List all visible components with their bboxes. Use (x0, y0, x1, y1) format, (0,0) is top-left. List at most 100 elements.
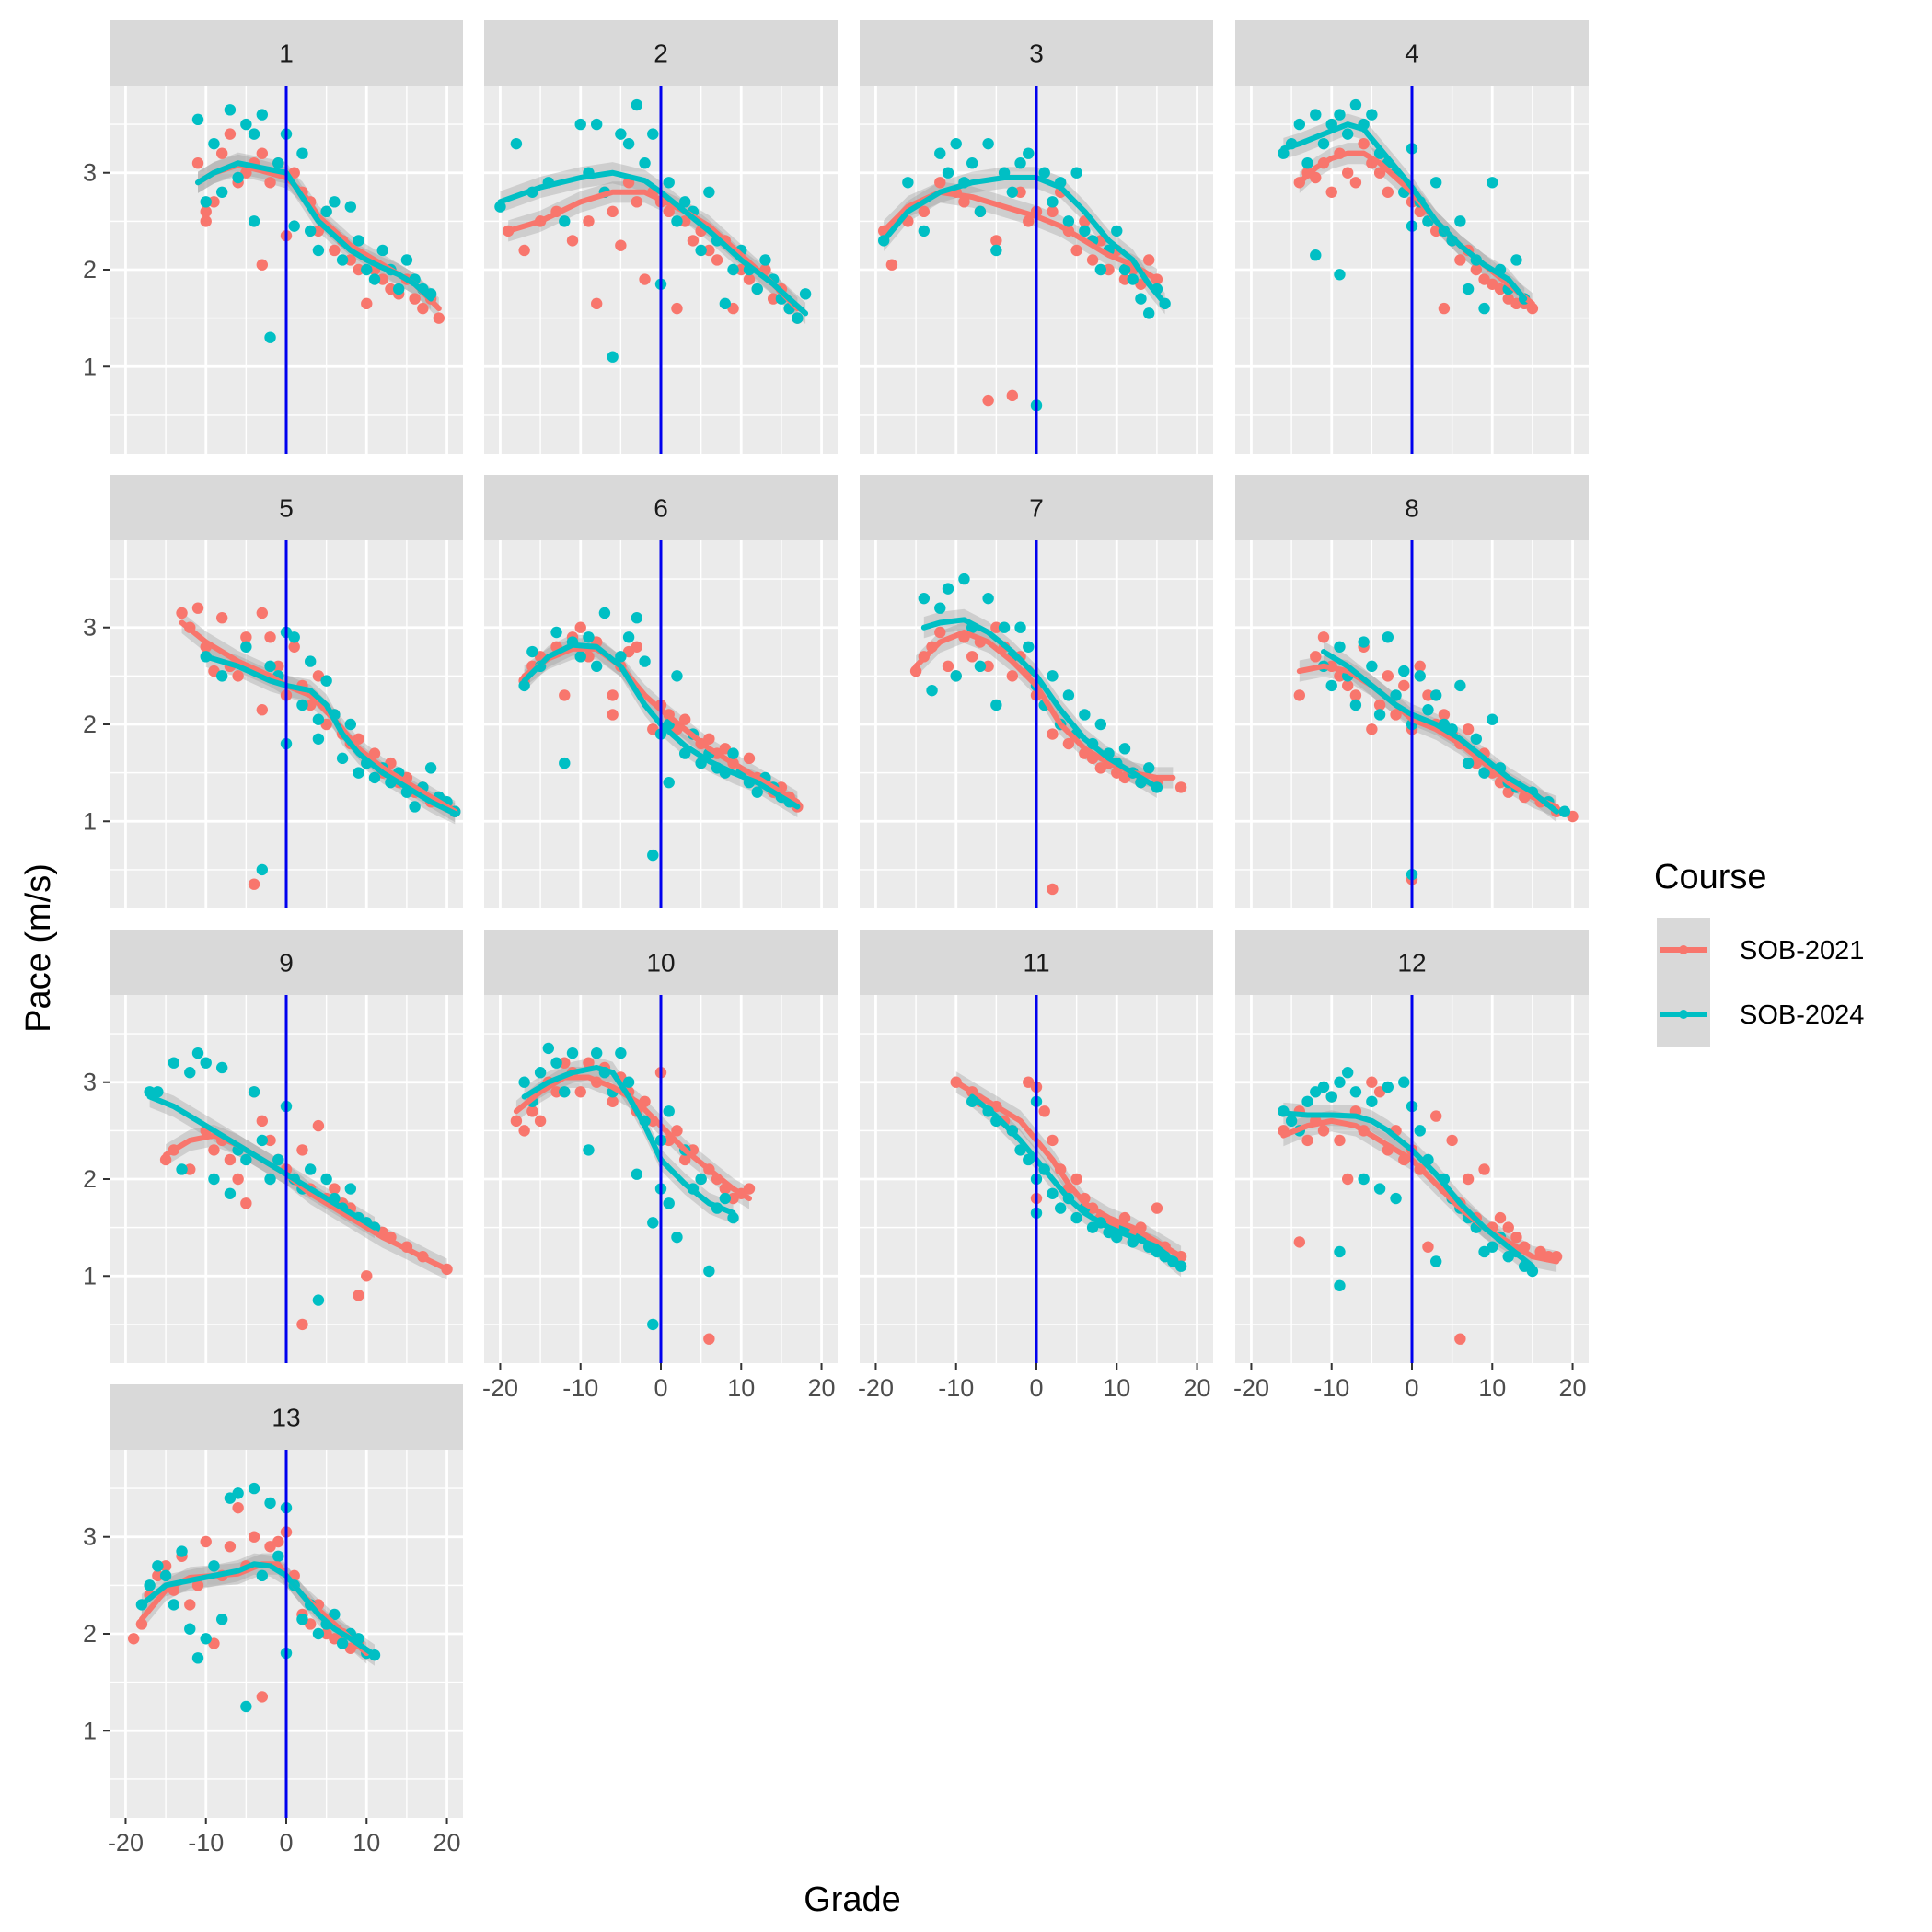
panel-5-point-sob-2024 (304, 655, 317, 667)
panel-12-point-sob-2021 (1454, 1333, 1466, 1345)
panel-12-point-sob-2024 (1373, 1183, 1386, 1195)
panel-13-smooth-sob-2024 (138, 1561, 377, 1659)
panel-3-point-sob-2024 (1006, 186, 1019, 198)
panel-7-point-sob-2021 (1047, 883, 1059, 896)
panel-2-point-sob-2021 (631, 196, 643, 208)
panel-1-point-sob-2024 (392, 283, 405, 295)
panel-9-point-sob-2024 (344, 1183, 357, 1195)
panel-13-point-sob-2024 (215, 1614, 228, 1625)
panel-6-point-sob-2024 (526, 645, 538, 658)
panel-6-point-sob-2021 (559, 689, 571, 701)
panel-5: 5 1 2 3 (83, 475, 463, 908)
panel-7-point-sob-2021 (909, 665, 922, 677)
panel-1-point-sob-2024 (320, 205, 332, 218)
panel-3-point-sob-2024 (902, 177, 914, 189)
panel-5-point-sob-2021 (288, 641, 300, 653)
panel-10-point-sob-2024 (695, 1173, 707, 1186)
panel-7-point-sob-2021 (966, 651, 978, 663)
panel-1-point-sob-2024 (240, 118, 252, 131)
panel-3-point-sob-2021 (1118, 273, 1131, 285)
panel-12-point-sob-2021 (1494, 1211, 1507, 1224)
panel-2-point-sob-2021 (767, 293, 780, 305)
panel-2-point-sob-2024 (607, 351, 619, 363)
panel-8-point-sob-2021 (1366, 723, 1378, 735)
panel-4: 4 (1235, 20, 1589, 454)
panel-2-point-sob-2024 (590, 118, 603, 131)
panel-13-point-sob-2024 (191, 1652, 204, 1664)
panel-7-point-sob-2021 (1174, 781, 1187, 793)
panel-4-strip (1235, 20, 1589, 86)
panel-13-point-sob-2024 (240, 1700, 252, 1713)
panel-13-strip-label: 13 (272, 1404, 300, 1432)
panel-12-strip (1235, 930, 1589, 995)
panel-12-point-sob-2021 (1293, 1236, 1306, 1248)
panel-1-point-sob-2021 (200, 205, 212, 218)
panel-3-point-sob-2021 (982, 394, 994, 407)
panel-12-point-sob-2024 (1317, 1081, 1330, 1093)
panel-1-strip (110, 20, 463, 86)
panel-2-point-sob-2024 (559, 215, 571, 227)
panel-5-y-tick-label: 1 (83, 807, 97, 835)
panel-4-point-sob-2024 (1310, 109, 1322, 121)
legend-point-sob-2021 (1679, 945, 1688, 954)
panel-7-point-sob-2024 (1062, 689, 1075, 701)
panel-6-point-sob-2024 (518, 679, 530, 692)
panel-3-point-sob-2024 (1142, 307, 1155, 319)
panel-1-y-tick-label: 3 (83, 159, 97, 187)
panel-2-point-sob-2024 (647, 128, 659, 140)
panel-7-point-sob-2021 (990, 621, 1002, 633)
panel-5-point-sob-2024 (336, 752, 349, 765)
panel-1-point-sob-2024 (296, 147, 308, 159)
panel-8: 8 (1235, 475, 1589, 908)
panel-13-point-sob-2024 (152, 1560, 164, 1572)
panel-4-point-sob-2024 (1487, 177, 1498, 189)
panel-3-point-sob-2024 (1127, 273, 1139, 285)
panel-12-x-tick-label: -10 (1313, 1374, 1349, 1402)
panel-2-point-sob-2021 (639, 273, 651, 285)
panel-10-point-sob-2024 (703, 1265, 715, 1278)
panel-12-point-sob-2024 (1334, 1076, 1346, 1088)
panel-2-point-sob-2021 (711, 254, 723, 266)
panel-8-smooth-sob-2021 (1296, 663, 1560, 810)
panel-2-point-sob-2021 (735, 263, 747, 276)
panel-1-point-sob-2021 (191, 157, 204, 169)
panel-3-point-sob-2024 (1038, 167, 1050, 179)
panel-5-point-sob-2021 (272, 660, 284, 673)
panel-10-point-sob-2021 (526, 1105, 538, 1117)
panel-9-point-sob-2024 (272, 1153, 284, 1166)
panel-13-point-sob-2024 (329, 1608, 341, 1621)
panel-1-point-sob-2021 (417, 302, 429, 315)
panel-1-point-sob-2024 (200, 196, 212, 208)
panel-1-point-sob-2021 (376, 273, 388, 285)
panel-7-point-sob-2024 (1118, 743, 1131, 755)
panel-5-point-sob-2024 (288, 631, 300, 643)
panel-5-point-sob-2021 (256, 704, 269, 716)
panel-9-smooth-sob-2024 (146, 1093, 377, 1231)
panel-10-point-sob-2024 (631, 1168, 643, 1180)
panel-3-point-sob-2021 (1047, 205, 1059, 218)
panel-2-point-sob-2024 (751, 283, 763, 295)
panel-7-point-sob-2024 (950, 670, 962, 682)
panel-13-point-sob-2021 (191, 1579, 204, 1591)
panel-2-point-sob-2024 (799, 288, 812, 300)
panel-13-point-sob-2021 (159, 1560, 172, 1572)
panel-5-y-tick-label: 2 (83, 711, 97, 738)
panel-13-x-tick-label: -10 (188, 1829, 224, 1857)
panel-6-point-sob-2024 (751, 786, 763, 798)
panel-9-point-sob-2024 (215, 1061, 228, 1074)
panel-1-point-sob-2024 (312, 244, 325, 257)
panel-1-point-sob-2024 (376, 244, 388, 257)
panel-5-point-sob-2021 (256, 607, 269, 619)
panel-9-point-sob-2024 (264, 1173, 276, 1186)
panel-4-point-sob-2024 (1334, 109, 1346, 121)
panel-2-point-sob-2024 (759, 254, 771, 266)
panel-13-point-sob-2021 (232, 1501, 244, 1514)
panel-10-point-sob-2021 (518, 1125, 530, 1137)
panel-1-point-sob-2021 (224, 128, 237, 140)
panel-13-point-sob-2024 (272, 1550, 284, 1562)
panel-3-point-sob-2024 (974, 205, 987, 218)
panel-13-point-sob-2021 (184, 1599, 196, 1611)
panel-4-point-sob-2021 (1373, 167, 1386, 179)
panel-8-point-sob-2024 (1462, 757, 1475, 769)
panel-4-point-sob-2021 (1454, 254, 1466, 266)
